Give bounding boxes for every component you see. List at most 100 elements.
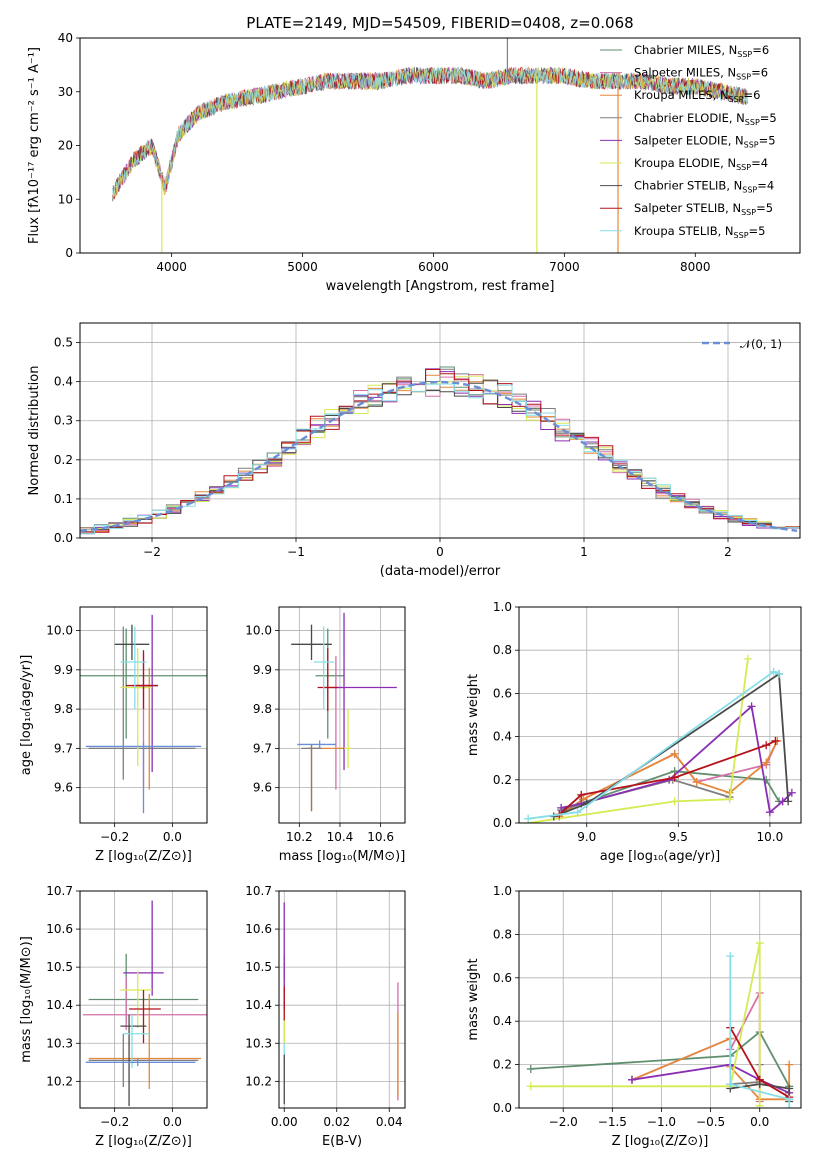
weight_vs_Z-xtick-label: −2.0: [549, 1115, 578, 1129]
weight_vs_age-marks: [524, 654, 796, 823]
residuals-ytick-label: 0.0: [54, 531, 73, 545]
weight_vs_Z-xlabel: Z [log₁₀(Z/Z⊙)]: [612, 1134, 709, 1149]
spectrum-xtick-label: 4000: [156, 260, 187, 274]
mass_vs_Z-ytick-label: 10.6: [46, 922, 73, 936]
weight-point: [557, 803, 566, 812]
weight-point: [726, 1080, 735, 1089]
weight-point: [579, 795, 588, 804]
weight_vs_age-ylabel: mass weight: [466, 674, 481, 756]
spectrum-ytick-label: 30: [58, 85, 73, 99]
mass_vs_EBV-ytick-label: 10.3: [245, 1036, 272, 1050]
residuals-ytick-label: 0.2: [54, 453, 73, 467]
mass_vs_EBV-xtick-label: 0.00: [271, 1115, 298, 1129]
legend-subscript: SSP: [729, 95, 744, 104]
age_vs_mass-xlabel: mass [log₁₀(M/M⊙)]: [279, 849, 406, 864]
weight-point: [785, 1060, 794, 1069]
mass_vs_EBV-xtick-label: 0.04: [376, 1115, 403, 1129]
mass_vs_Z-xtick-label: −0.2: [100, 1115, 129, 1129]
legend-entry: Chabrier ELODIE, NSSP=5: [634, 111, 777, 127]
spectrum-panel: 4000 5000 6000 7000 8000 0 10 20 30 40 Chabrier MI…: [27, 31, 801, 294]
weight_vs_age-ytick-label: 0.4: [493, 730, 512, 744]
weight_vs_Z-xtick-label: −1.5: [598, 1115, 627, 1129]
age_vs_Z-xtick-label: 0.0: [163, 830, 182, 844]
legend-entry: Chabrier MILES, NSSP=6: [634, 43, 769, 59]
weight_vs_age-ytick-label: 0.2: [493, 773, 512, 787]
spectrum-xtick-label: 5000: [287, 260, 318, 274]
mass_vs_Z-ylabel: mass [log₁₀(M/M⊙)]: [19, 936, 34, 1063]
legend-subscript: SSP: [745, 118, 760, 127]
weight_vs_Z-xtick-label: −1.0: [647, 1115, 676, 1129]
legend-subscript: SSP: [744, 140, 759, 149]
spectrum-ytick-label: 10: [58, 192, 73, 206]
weight_vs_age-xtick-label: 10.0: [757, 830, 784, 844]
legend-entry: Salpeter STELIB, NSSP=5: [634, 201, 773, 217]
weight-point: [747, 702, 756, 711]
spectrum-frame: [79, 37, 801, 254]
legend-entry: Chabrier STELIB, NSSP=4: [634, 179, 774, 195]
legend-subscript: SSP: [736, 73, 751, 82]
age_vs_mass-xtick-label: 10.4: [327, 830, 354, 844]
weight-point: [577, 790, 586, 799]
weight-point: [755, 1075, 764, 1084]
legend-entry: Salpeter ELODIE, NSSP=5: [634, 133, 776, 149]
legend-text: Kroupa MILES, N: [634, 88, 729, 102]
legend-value: =6: [751, 66, 768, 80]
weight-point: [524, 814, 533, 823]
spectrum-ylabel: Flux [fλ10⁻¹⁷ erg cm⁻² s⁻¹ A⁻¹]: [27, 47, 42, 244]
weight_vs_Z-ytick-label: 0.8: [493, 927, 512, 941]
residuals-xtick-label: 0: [436, 545, 444, 559]
legend-entry: Kroupa STELIB, NSSP=5: [634, 224, 765, 240]
weight_vs_age-frame: [518, 606, 802, 824]
spectrum-marks: [112, 38, 748, 253]
residuals-ytick-label: 0.3: [54, 414, 73, 428]
age_vs_Z-ytick-label: 9.9: [54, 663, 73, 677]
mass_vs_Z-ytick-label: 10.4: [46, 998, 73, 1012]
spectrum-ytick-label: 20: [58, 139, 73, 153]
legend-entry: Salpeter MILES, NSSP=6: [634, 66, 768, 82]
legend-subscript: SSP: [742, 186, 757, 195]
mass_vs_Z-ytick-label: 10.3: [46, 1036, 73, 1050]
weight_vs_Z-ytick-label: 0.2: [493, 1058, 512, 1072]
age_vs_mass-ytick-label: 10.0: [245, 624, 272, 638]
weight-point: [670, 773, 679, 782]
legend-subscript: SSP: [741, 208, 756, 217]
weight-line: [729, 956, 791, 1108]
age_vs_mass-ytick-label: 9.9: [253, 663, 272, 677]
legend-subscript: SSP: [736, 163, 751, 172]
mass_vs_Z-frame: [79, 890, 208, 1109]
legend-text: Salpeter MILES, N: [634, 66, 736, 80]
age_vs_Z-frame: [79, 606, 208, 824]
weight-point: [785, 1084, 794, 1093]
mass_vs_Z-ytick-label: 10.7: [46, 884, 73, 898]
weight-point: [762, 758, 771, 767]
age_vs_mass-ytick-label: 9.8: [253, 702, 272, 716]
histogram-series: [80, 379, 800, 533]
weight-point: [526, 1082, 535, 1091]
age_vs_Z-ylabel: age [log₁₀(age/yr)]: [19, 655, 34, 776]
legend-entry: 𝒩(0, 1): [740, 337, 782, 351]
legend-text: Chabrier MILES, N: [634, 43, 737, 57]
weight-point: [726, 952, 735, 961]
mass_vs_Z-marks: [82, 900, 207, 1107]
weight-line: [553, 672, 790, 818]
weight_vs_age-xlabel: age [log₁₀(age/yr)]: [600, 849, 721, 864]
age_vs_mass-xtick-label: 10.6: [367, 830, 394, 844]
weight_vs_Z-marks: [526, 939, 794, 1108]
legend-value: =5: [760, 111, 777, 125]
residuals-xtick-label: −2: [143, 545, 161, 559]
mass_vs_EBV-ytick-label: 10.5: [245, 960, 272, 974]
residuals-panel: −2 −1 0 1 2 0.0 0.1 0.2 0.3 0.4 0.5 𝒩(0, 1) (data-mo…: [27, 322, 801, 579]
weight-point: [769, 667, 778, 676]
histogram-series: [80, 369, 800, 533]
normal-curve: [80, 380, 798, 533]
residuals-xtick-label: 2: [724, 545, 732, 559]
legend-text: Salpeter STELIB, N: [634, 201, 741, 215]
legend-text: Salpeter ELODIE, N: [634, 133, 744, 147]
mass_vs_EBV-ytick-label: 10.2: [245, 1074, 272, 1088]
residuals-xlabel: (data-model)/error: [380, 564, 501, 579]
legend-value: =4: [757, 179, 774, 193]
legend-text: Chabrier ELODIE, N: [634, 111, 745, 125]
weight-line: [530, 1030, 790, 1087]
age_vs_mass-ytick-label: 9.7: [253, 741, 272, 755]
